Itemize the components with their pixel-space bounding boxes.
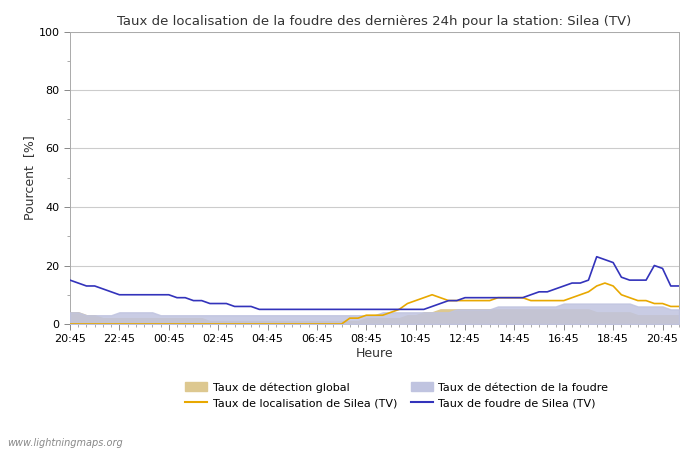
Text: www.lightningmaps.org: www.lightningmaps.org bbox=[7, 438, 122, 448]
Title: Taux de localisation de la foudre des dernières 24h pour la station: Silea (TV): Taux de localisation de la foudre des de… bbox=[118, 14, 631, 27]
Legend: Taux de détection global, Taux de localisation de Silea (TV), Taux de détection : Taux de détection global, Taux de locali… bbox=[186, 382, 608, 409]
X-axis label: Heure: Heure bbox=[356, 347, 393, 360]
Y-axis label: Pourcent  [%]: Pourcent [%] bbox=[23, 135, 36, 220]
